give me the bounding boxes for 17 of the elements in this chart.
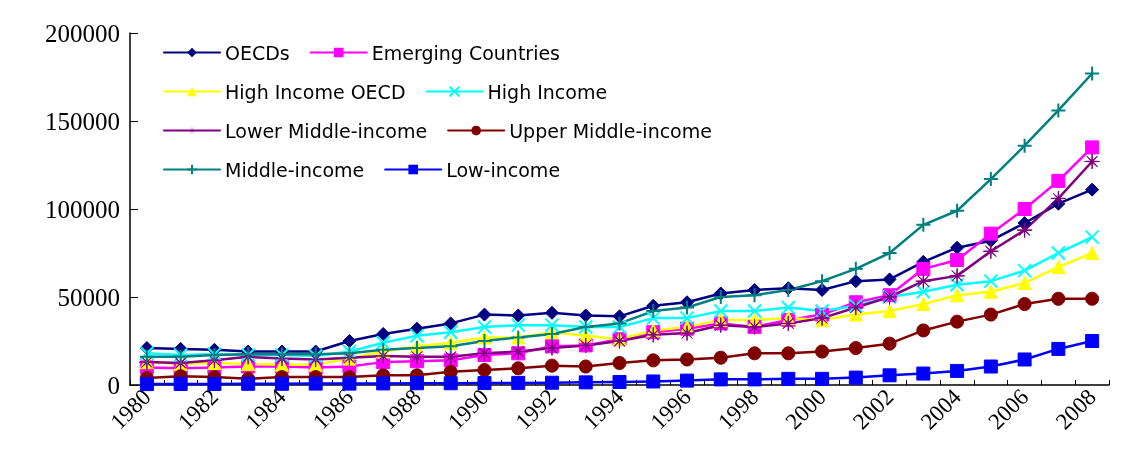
x-tick-label: 1992: [510, 384, 561, 435]
legend-label: High Income: [487, 80, 608, 103]
y-tick-label: 50000: [57, 283, 120, 311]
legend-label: Middle-income: [225, 158, 365, 181]
y-tick-label: 150000: [45, 107, 120, 135]
legend-label: Low-income: [446, 158, 561, 181]
x-tick-label: 1982: [173, 384, 224, 435]
legend-label: High Income OECD: [225, 80, 406, 103]
x-tick-label: 1988: [375, 384, 426, 435]
x-tick-label: 1990: [443, 384, 494, 435]
legend-label: Upper Middle-income: [509, 119, 712, 142]
legend-label: OECDs: [225, 41, 290, 64]
y-tick-label: 100000: [45, 195, 120, 223]
legend-label: Lower Middle-income: [225, 119, 428, 142]
x-tick-label: 1998: [713, 384, 764, 435]
legend-label: Emerging Countries: [371, 41, 561, 64]
y-tick-label: 200000: [45, 19, 120, 47]
